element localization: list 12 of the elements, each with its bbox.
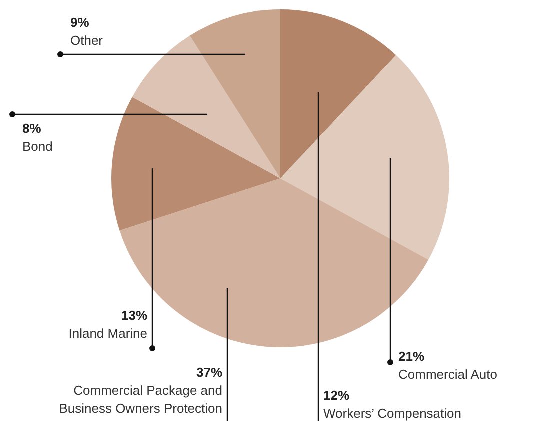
slice-label: Commercial Auto (398, 367, 498, 382)
data-label: 37% (196, 365, 223, 380)
slice-label: Bond (22, 139, 53, 154)
data-label: 21% (398, 349, 425, 364)
slice-label: Other (70, 33, 104, 48)
slice-label: Inland Marine (68, 326, 148, 341)
slice-label: Commercial Package and Business Owners Protection (59, 383, 223, 416)
slice-label: Workers’ Compensation (324, 406, 462, 421)
data-label: 8% (22, 121, 42, 136)
data-label: 9% (70, 15, 90, 30)
data-label: 12% (324, 388, 350, 403)
data-label: 13% (121, 308, 148, 323)
